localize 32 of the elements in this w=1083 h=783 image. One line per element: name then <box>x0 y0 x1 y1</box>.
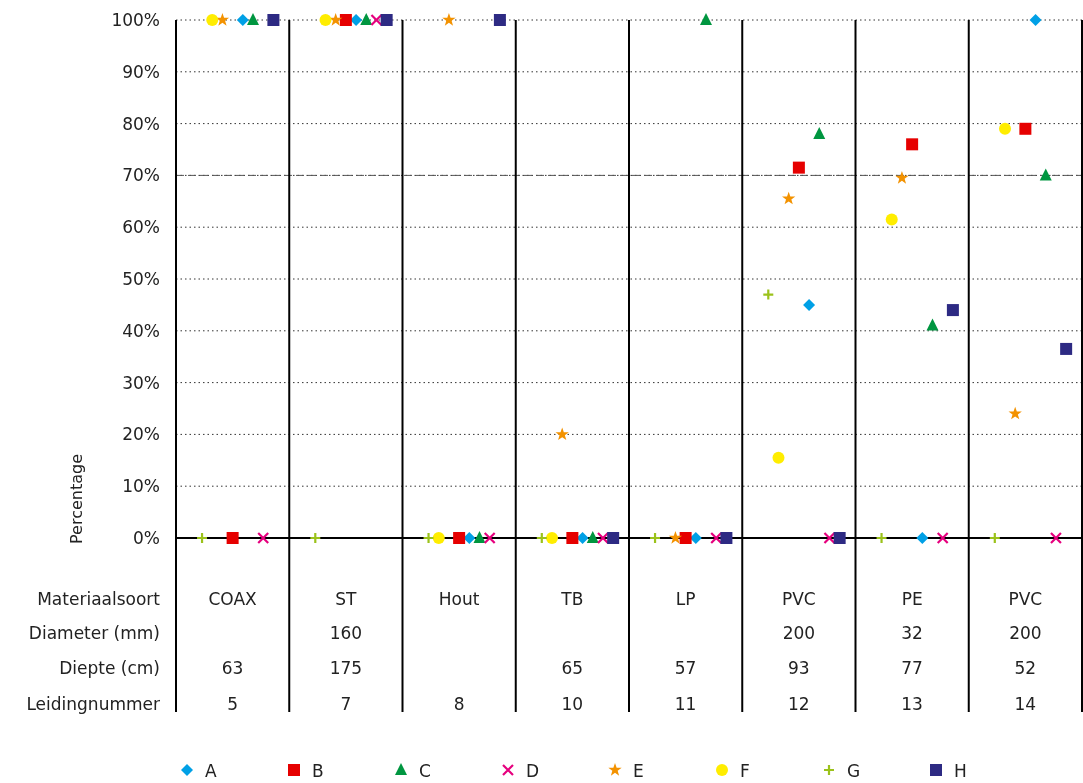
y-tick-label: 10% <box>122 476 160 497</box>
category-label: COAX 63 5 <box>208 589 257 714</box>
legend-label: F <box>740 761 750 781</box>
y-tick-label: 100% <box>111 10 160 30</box>
category-label: LP 57 11 <box>674 589 697 714</box>
legend-label: E <box>633 761 644 781</box>
y-tick-label: 60% <box>122 217 160 238</box>
x-tick-label: PVC 200 93 12 <box>781 589 816 714</box>
x-tick-label: PE 32 77 13 <box>901 589 923 714</box>
y-tick-label: 40% <box>122 320 160 341</box>
legend-label: A <box>205 761 217 781</box>
y-tick-label: 90% <box>122 61 160 82</box>
x-tick-label: ST 160 175 7 <box>329 589 363 714</box>
y-tick-label: 50% <box>122 269 160 289</box>
category-label: TB 65 10 <box>561 589 584 714</box>
y-tick-label: 0% <box>133 528 160 548</box>
legend-label: D <box>526 761 540 781</box>
text: Diepte (cm) <box>59 658 160 678</box>
text: Materiaalsoort <box>37 589 161 609</box>
y-tick-label: 20% <box>122 424 160 445</box>
y-tick-label: 70% <box>122 165 160 186</box>
y-axis-title: Percentage <box>67 453 86 545</box>
x-tick-label: PVC 200 52 14 <box>1008 589 1043 714</box>
legend-label: G <box>847 761 861 781</box>
legend-label: B <box>312 761 324 781</box>
text: Leidingnummer <box>26 694 160 714</box>
y-tick-label: 30% <box>122 372 160 393</box>
category-label: Hout 8 <box>438 589 480 714</box>
legend-label: H <box>954 761 967 781</box>
legend-label: C <box>419 761 431 781</box>
text: Diameter (mm) <box>28 623 160 643</box>
y-tick-label: 80% <box>122 113 160 134</box>
